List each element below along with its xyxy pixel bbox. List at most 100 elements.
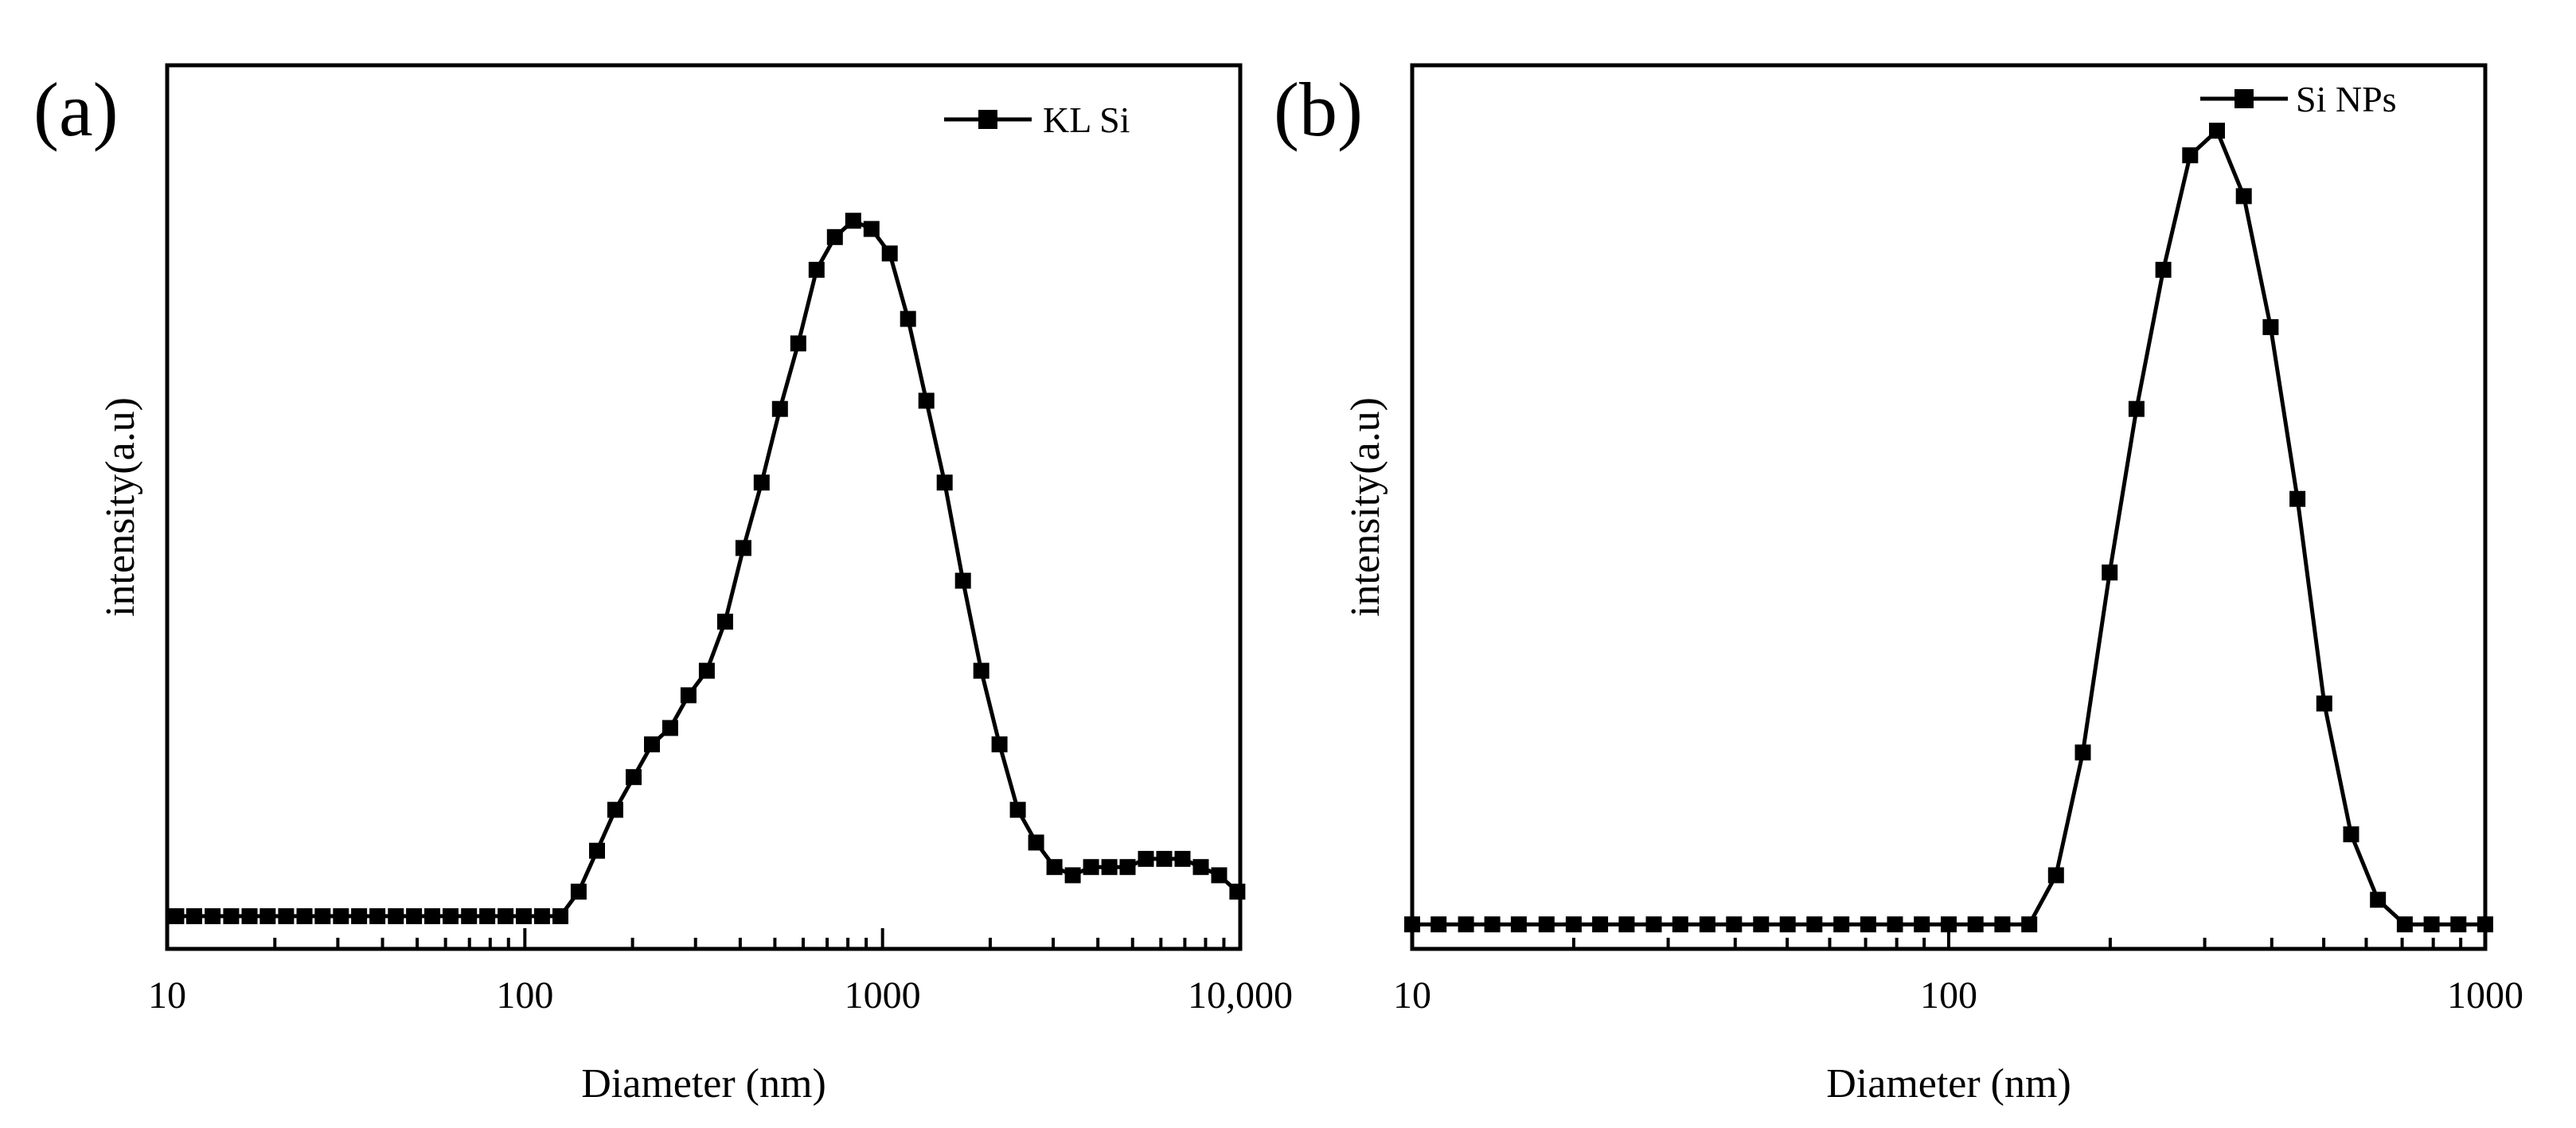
data-point	[644, 736, 660, 753]
data-point	[1064, 867, 1081, 884]
data-point	[168, 907, 185, 924]
data-point	[1484, 916, 1501, 933]
data-point	[2423, 916, 2440, 933]
data-point	[570, 884, 587, 900]
data-point	[1458, 916, 1474, 933]
panel-b-y-axis-title: intensity(a.u)	[1343, 397, 1388, 617]
data-point	[2396, 916, 2413, 933]
data-point	[2155, 261, 2172, 278]
data-point	[205, 907, 221, 924]
data-point	[1726, 916, 1743, 933]
data-point	[607, 802, 623, 818]
data-point	[1860, 916, 1876, 933]
data-point	[314, 907, 331, 924]
panel-a-x-ticks	[166, 928, 1242, 949]
data-point	[1672, 916, 1688, 933]
data-point	[1083, 859, 1099, 876]
data-point	[2262, 318, 2279, 335]
data-point	[1119, 859, 1136, 876]
data-point	[552, 907, 568, 924]
panel-b-x-axis-title: Diameter (nm)	[1826, 1061, 2071, 1107]
x-tick-label: 1000	[845, 974, 921, 1017]
panel-b-x-tick-labels: 10 100 1000	[1393, 974, 2523, 1017]
panel-a-x-tick-labels: 10 100 1000 10,000	[148, 974, 1293, 1017]
data-point	[1404, 916, 1420, 933]
data-point	[1174, 850, 1191, 867]
data-point	[954, 572, 971, 589]
panel-b-label: (b)	[1274, 67, 1363, 152]
data-point	[260, 907, 276, 924]
x-tick-label: 100	[496, 974, 553, 1017]
data-point	[662, 720, 678, 736]
data-point	[296, 907, 313, 924]
data-point	[479, 907, 496, 924]
data-point	[278, 907, 295, 924]
data-point	[2316, 695, 2332, 712]
panel-a-legend-marker	[978, 110, 997, 129]
panel-a-legend: KL Si	[944, 100, 1130, 140]
data-point	[2450, 916, 2467, 933]
data-point	[1138, 850, 1154, 867]
data-point	[2074, 744, 2091, 761]
panel-b-plot-frame	[1410, 63, 2488, 951]
data-point	[1914, 916, 1930, 933]
x-tick-label: 10,000	[1188, 974, 1293, 1017]
data-point	[1538, 916, 1555, 933]
data-point	[826, 228, 843, 245]
data-point	[1699, 916, 1715, 933]
data-point	[735, 540, 751, 556]
data-point	[516, 907, 532, 924]
data-point	[698, 662, 715, 679]
data-point	[2128, 400, 2145, 417]
panel-a-label: (a)	[33, 67, 119, 152]
data-point	[1645, 916, 1662, 933]
data-point	[369, 907, 386, 924]
data-point	[424, 907, 440, 924]
data-point	[753, 474, 770, 491]
panel-b-series-line	[1412, 128, 2485, 927]
data-point	[1009, 802, 1026, 818]
data-point	[626, 769, 642, 786]
data-point	[881, 245, 898, 262]
panel-b-legend-marker	[2234, 89, 2254, 108]
x-tick-label: 1000	[2447, 974, 2523, 1017]
data-point	[443, 907, 459, 924]
panel-b-series-markers	[1404, 123, 2493, 933]
data-point	[845, 213, 861, 229]
data-point	[2182, 147, 2199, 164]
data-point	[1229, 884, 1246, 900]
data-point	[1046, 859, 1063, 876]
data-point	[1592, 916, 1609, 933]
data-point	[808, 261, 825, 278]
data-point	[1192, 859, 1209, 876]
data-point	[1941, 916, 1957, 933]
data-point	[498, 907, 514, 924]
panel-a-legend-label: KL Si	[1043, 100, 1130, 140]
data-point	[1211, 867, 1228, 884]
data-point	[388, 907, 404, 924]
data-point	[2047, 867, 2064, 884]
data-point	[2477, 916, 2493, 933]
data-point	[1028, 834, 1044, 851]
data-point	[461, 907, 478, 924]
x-tick-label: 10	[148, 974, 186, 1017]
data-point	[351, 907, 368, 924]
panel-b: (b) 10 100 1000 Si NPs Diameter (nm) inten…	[1274, 63, 2523, 1107]
data-point	[1101, 859, 1118, 876]
data-point	[1565, 916, 1582, 933]
data-point	[2021, 916, 2038, 933]
data-point	[185, 907, 202, 924]
data-point	[716, 613, 733, 630]
data-point	[1156, 850, 1173, 867]
panel-b-legend: Si NPs	[2200, 79, 2397, 119]
data-point	[790, 335, 806, 352]
data-point	[2209, 123, 2225, 139]
data-point	[973, 662, 989, 679]
data-point	[406, 907, 423, 924]
data-point	[1430, 916, 1447, 933]
data-point	[1753, 916, 1770, 933]
x-tick-label: 10	[1393, 974, 1431, 1017]
data-point	[2289, 490, 2306, 507]
data-point	[1967, 916, 1984, 933]
